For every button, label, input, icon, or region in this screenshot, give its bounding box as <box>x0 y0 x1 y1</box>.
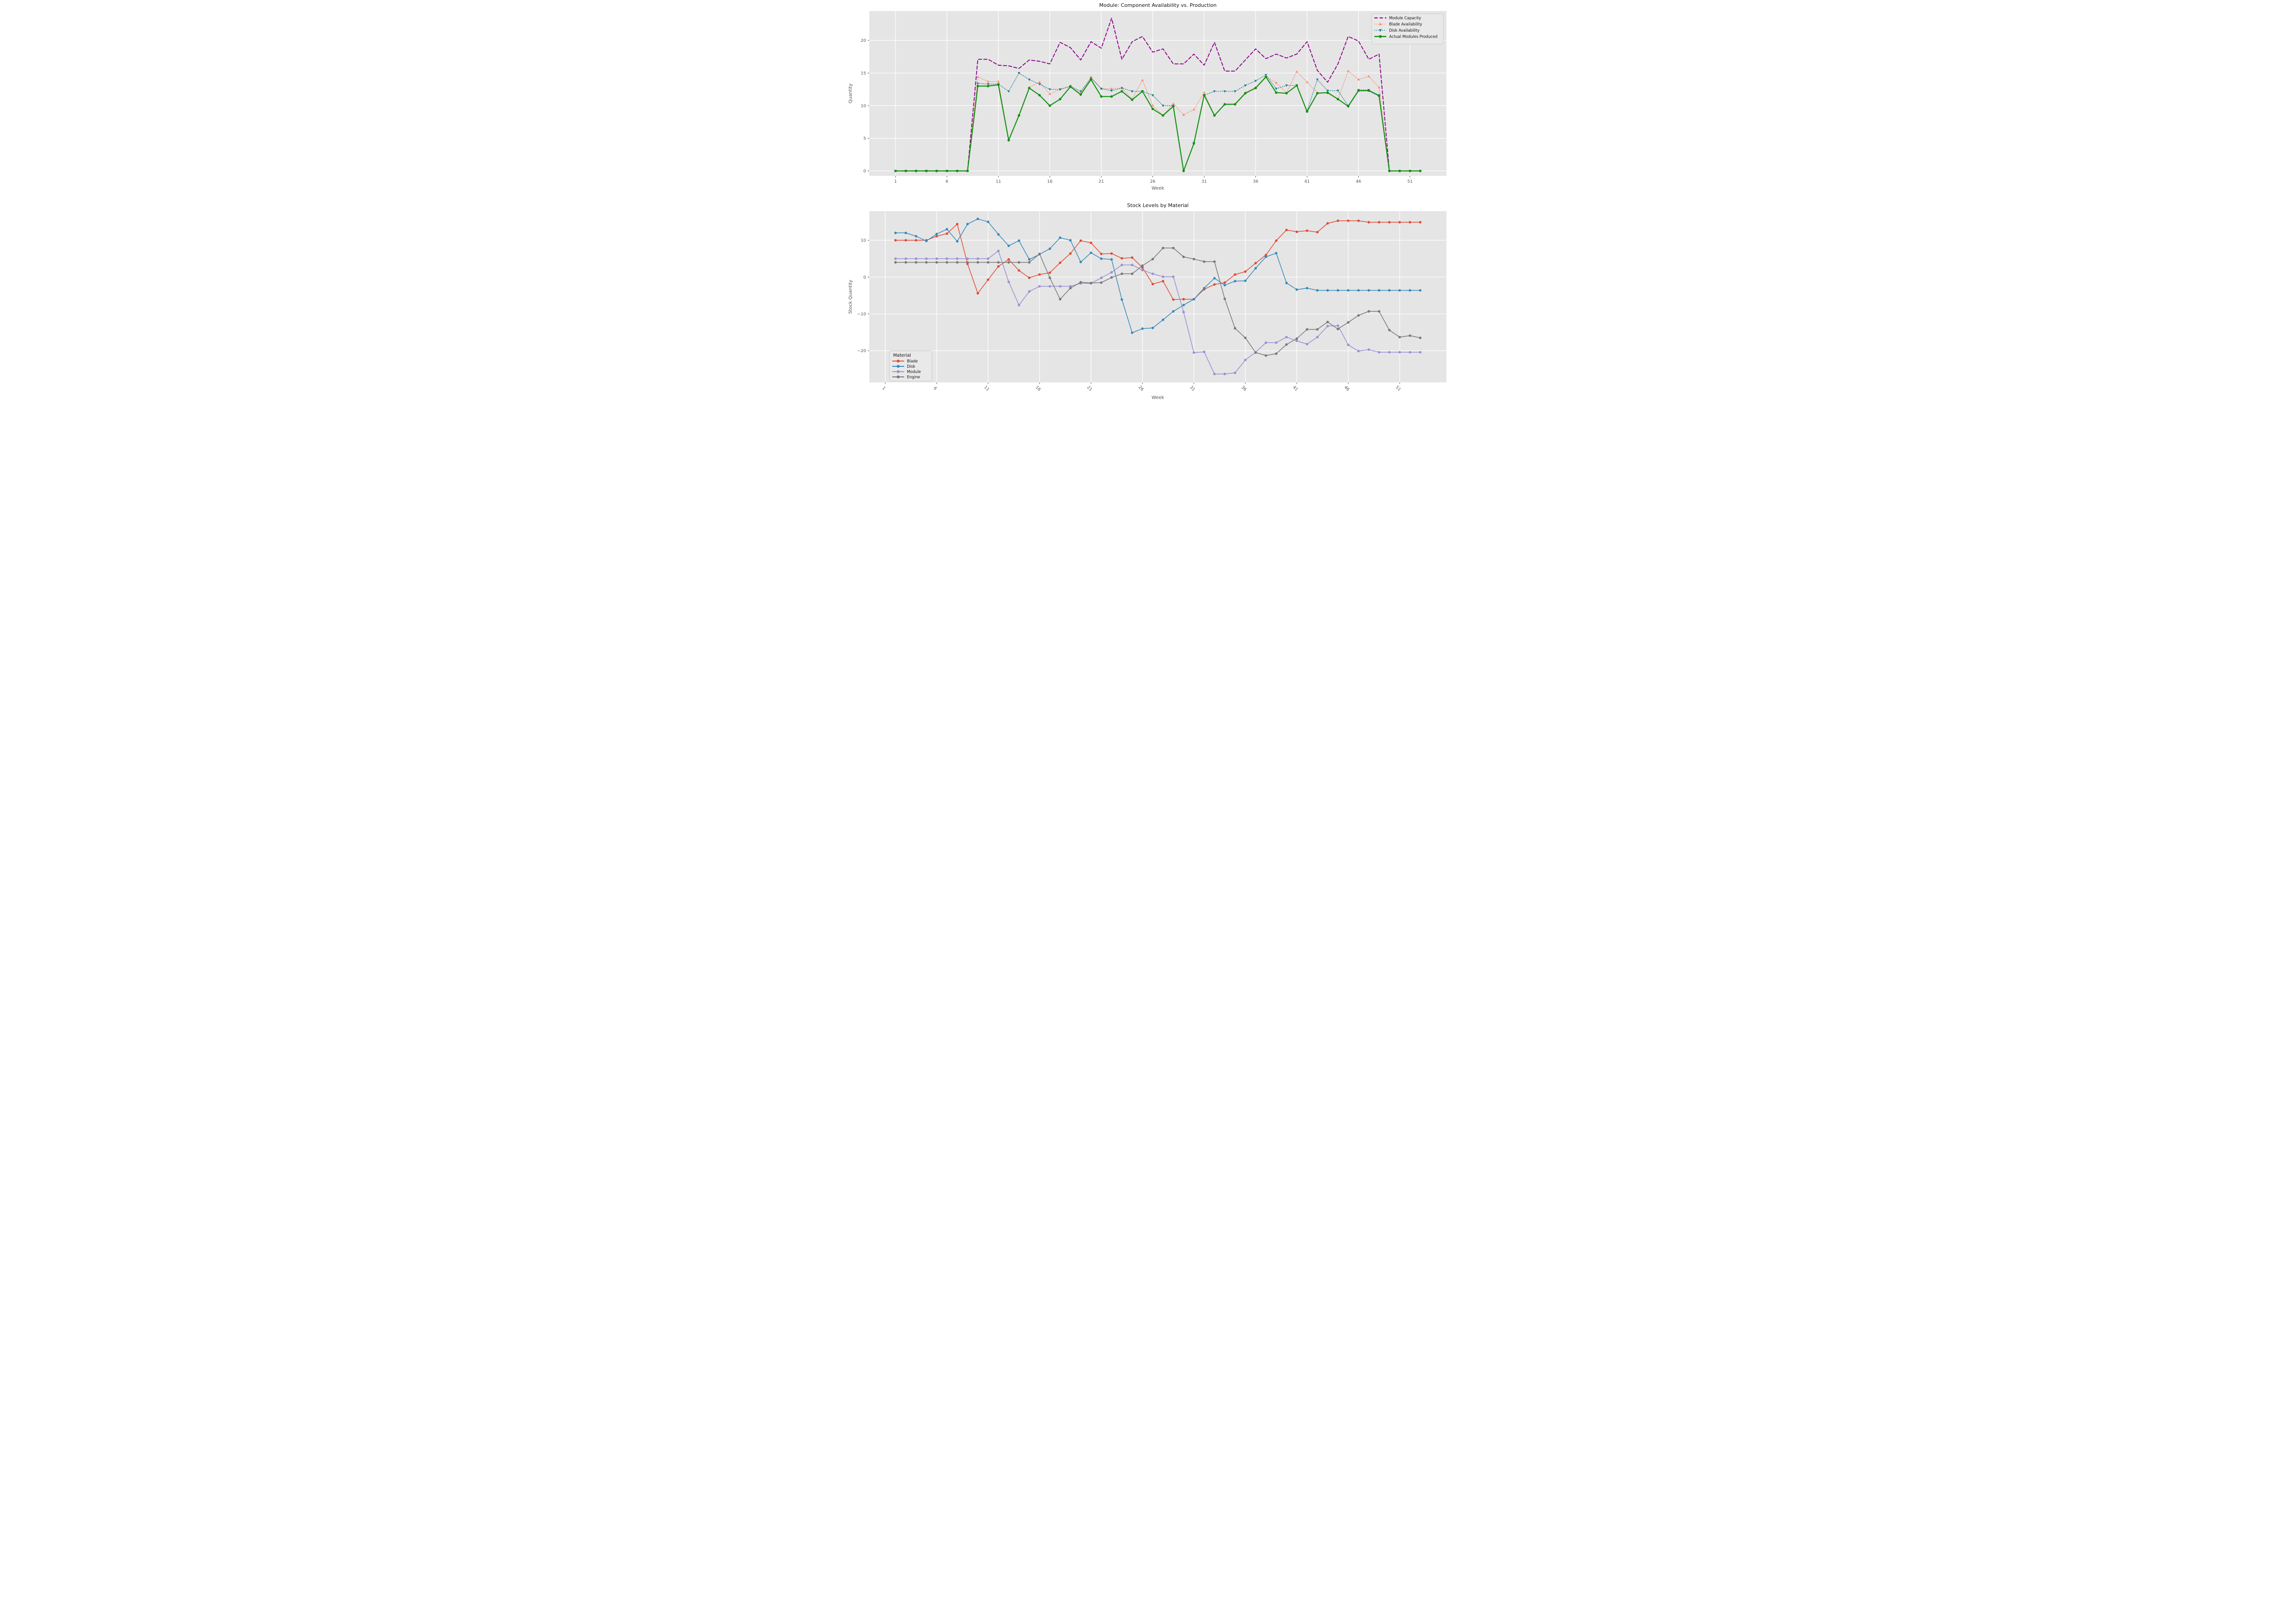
y-tick-label: 10 <box>861 238 866 243</box>
x-tick-label: 51 <box>1395 385 1402 392</box>
series-line <box>895 17 1421 172</box>
x-tick-label: 6 <box>945 179 948 184</box>
series-markers <box>894 247 1422 357</box>
series-line <box>895 219 1421 333</box>
legend-label: Module Capacity <box>1389 16 1421 20</box>
y-tick-labels: 0 5 10 15 20 <box>861 38 869 174</box>
gridlines <box>869 211 1446 382</box>
series-engine <box>894 247 1422 357</box>
series-markers <box>894 75 1422 173</box>
legend-box <box>889 350 932 382</box>
series-line <box>895 76 1421 172</box>
x-tick-label: 21 <box>1098 179 1104 184</box>
chart-title: Module: Component Availability vs. Produ… <box>1099 2 1217 8</box>
series-line <box>895 220 1421 300</box>
y-tick-label: 15 <box>861 71 866 76</box>
plot-area <box>869 211 1446 382</box>
y-tick-label: −10 <box>857 312 867 317</box>
x-tick-label: 16 <box>1047 179 1052 184</box>
x-axis-label: Week <box>1152 395 1165 400</box>
legend-label: Disk <box>907 364 915 369</box>
x-tick-label: 31 <box>1189 385 1196 392</box>
y-axis-label: Quantity <box>848 84 853 103</box>
chart-title: Stock Levels by Material <box>1127 202 1189 208</box>
y-tick-label: 10 <box>861 103 866 108</box>
series-markers <box>894 218 1422 334</box>
legend-entry: Blade Availability <box>1374 22 1422 27</box>
x-tick-label: 1 <box>881 386 887 391</box>
x-tick-labels: 1 6 11 16 21 26 31 36 41 46 51 <box>894 176 1412 184</box>
legend-entry: Module <box>892 370 921 374</box>
series-line <box>895 247 1421 356</box>
series-disk <box>894 218 1422 334</box>
legend-label: Blade <box>907 359 918 364</box>
x-tick-label: 11 <box>996 179 1001 184</box>
y-tick-label: 20 <box>861 38 866 43</box>
series-line <box>895 73 1421 171</box>
legend-entry: Actual Modules Produced <box>1374 34 1437 39</box>
x-tick-label: 6 <box>933 386 938 391</box>
x-tick-label: 46 <box>1343 385 1351 392</box>
x-axis-label: Week <box>1152 186 1165 191</box>
series-line <box>895 71 1421 171</box>
legend-entry: Module Capacity <box>1374 16 1421 20</box>
y-tick-labels: −20 −10 0 10 <box>857 238 869 353</box>
legend-entry: Disk Availability <box>1374 28 1419 33</box>
x-tick-label: 11 <box>983 385 990 392</box>
x-tick-label: 31 <box>1201 179 1207 184</box>
x-tick-label: 1 <box>894 179 897 184</box>
y-tick-label: −20 <box>857 348 867 353</box>
legend-entry: Disk <box>892 364 915 369</box>
series-markers <box>894 249 1422 376</box>
x-tick-label: 26 <box>1137 385 1145 392</box>
legend-entry: Engine <box>892 375 920 379</box>
x-tick-label: 36 <box>1253 179 1259 184</box>
y-tick-label: 0 <box>863 275 866 280</box>
legend-label: Disk Availability <box>1389 28 1419 33</box>
legend-entry: Blade <box>892 359 918 364</box>
legend-label: Engine <box>907 375 920 379</box>
series-module-capacity <box>895 17 1421 172</box>
x-tick-label: 36 <box>1240 385 1248 392</box>
x-tick-label: 16 <box>1035 385 1042 392</box>
y-tick-label: 5 <box>863 136 866 141</box>
x-tick-labels: 1 6 11 16 21 26 31 36 41 46 51 <box>881 382 1402 392</box>
legend-label: Actual Modules Produced <box>1389 34 1437 39</box>
plot-area <box>869 11 1446 176</box>
x-tick-label: 26 <box>1150 179 1155 184</box>
legend-box <box>1371 13 1444 45</box>
legend-label: Module <box>907 370 921 374</box>
series-actual-modules-produced <box>894 75 1422 173</box>
figure: 1 6 11 16 21 26 31 36 41 46 51 0 5 10 15 20 Module: Comp… <box>844 0 1452 403</box>
x-tick-label: 41 <box>1305 179 1310 184</box>
y-tick-label: 0 <box>863 169 866 174</box>
y-axis-label: Stock Quantity <box>848 280 853 314</box>
legend-label: Blade Availability <box>1389 22 1422 27</box>
x-tick-label: 21 <box>1086 385 1093 392</box>
x-tick-label: 41 <box>1292 385 1299 392</box>
x-tick-label: 46 <box>1356 179 1362 184</box>
x-tick-label: 51 <box>1407 179 1413 184</box>
legend-title: Material <box>893 353 911 358</box>
